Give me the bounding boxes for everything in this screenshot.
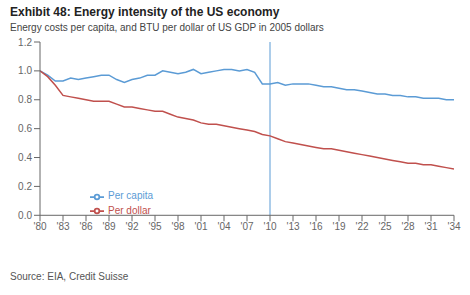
svg-text:'07: '07 bbox=[240, 221, 253, 232]
svg-text:0.8: 0.8 bbox=[18, 94, 32, 105]
svg-text:'10: '10 bbox=[263, 221, 276, 232]
html-text:Per capita: Per capita bbox=[108, 190, 153, 202]
svg-text:'92: '92 bbox=[125, 221, 138, 232]
svg-text:'19: '19 bbox=[332, 221, 345, 232]
svg-text:'25: '25 bbox=[378, 221, 391, 232]
svg-text:'89: '89 bbox=[102, 221, 115, 232]
svg-text:0.0: 0.0 bbox=[18, 210, 32, 221]
svg-text:1.0: 1.0 bbox=[18, 65, 32, 76]
svg-text:'98: '98 bbox=[171, 221, 184, 232]
html-text:Exhibit 48: Energy intensity o: Exhibit 48: Energy intensity of the US e… bbox=[10, 5, 280, 19]
html-text:Source: EIA, Credit Suisse: Source: EIA, Credit Suisse bbox=[10, 271, 129, 282]
svg-text:'01: '01 bbox=[194, 221, 207, 232]
svg-text:1.2: 1.2 bbox=[18, 37, 32, 48]
html-text:Energy costs per capita, and B: Energy costs per capita, and BTU per dol… bbox=[10, 22, 324, 33]
svg-text:'80: '80 bbox=[33, 221, 46, 232]
svg-text:'16: '16 bbox=[309, 221, 322, 232]
svg-text:'83: '83 bbox=[56, 221, 69, 232]
svg-text:'86: '86 bbox=[79, 221, 92, 232]
svg-text:0.4: 0.4 bbox=[18, 152, 32, 163]
svg-text:'22: '22 bbox=[355, 221, 368, 232]
svg-text:'95: '95 bbox=[148, 221, 161, 232]
svg-text:'34: '34 bbox=[447, 221, 460, 232]
svg-text:0.2: 0.2 bbox=[18, 181, 32, 192]
svg-text:'13: '13 bbox=[286, 221, 299, 232]
svg-text:'04: '04 bbox=[217, 221, 230, 232]
html-text:Per dollar: Per dollar bbox=[108, 204, 151, 216]
svg-text:'31: '31 bbox=[424, 221, 437, 232]
svg-text:0.6: 0.6 bbox=[18, 123, 32, 134]
svg-text:'28: '28 bbox=[401, 221, 414, 232]
